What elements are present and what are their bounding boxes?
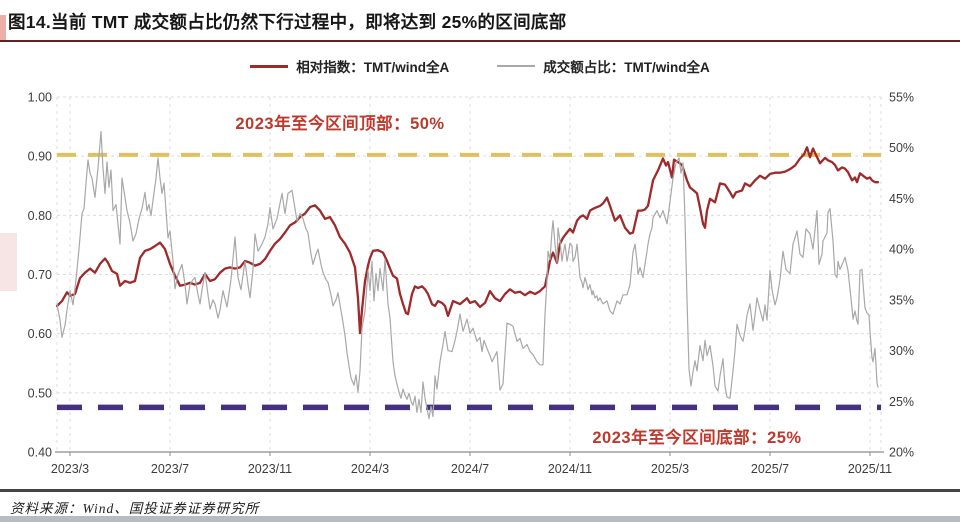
legend-line-swatch-red [250,64,289,68]
page-title: 图14.当前 TMT 成交额占比仍然下行过程中，即将达到 25%的区间底部 [8,12,567,32]
x-axis-tick-label: 2023/11 [248,462,292,476]
legend-line-swatch-gray [497,65,536,67]
watermark-artifact-red [0,15,6,40]
right-axis-tick-label: 35% [889,293,914,307]
right-axis-tick-label: 50% [889,141,914,155]
left-axis-tick-label: 0.40 [28,446,52,460]
x-axis-tick-label: 2024/7 [451,462,489,476]
legend-item-relative-index: 相对指数：TMT/wind全A [250,56,449,76]
right-axis-tick-label: 55% [889,91,914,105]
bottom-edge-strip [0,516,960,522]
legend-item-volume-share: 成交额占比：TMT/wind全A [497,56,710,76]
left-axis-tick-label: 0.90 [28,150,52,164]
right-axis-tick-label: 25% [889,395,914,409]
x-axis-tick-label: 2025/7 [751,462,789,476]
x-axis-tick-label: 2025/3 [651,462,689,476]
series-relative-index-line [55,146,880,335]
right-axis-tick-label: 20% [889,446,914,460]
title-divider [0,40,960,42]
legend-label: 成交额占比：TMT/wind全A [543,60,710,75]
x-axis-tick-label: 2025/11 [848,462,892,476]
watermark-artifact-pink [0,233,17,291]
x-axis-tick-label: 2023/7 [151,462,189,476]
source-note: 资料来源：Wind、国投证券证券研究所 [10,501,260,516]
annotation-range-top: 2023年至今区间顶部：50% [235,115,445,133]
x-axis-tick-label: 2024/3 [351,462,389,476]
left-axis-tick-label: 0.70 [28,268,52,282]
left-axis-tick-label: 1.00 [28,91,52,105]
left-axis-tick-label: 0.60 [28,327,52,341]
x-axis-tick-label: 2023/3 [51,462,89,476]
right-axis-tick-label: 45% [889,192,914,206]
left-axis-tick-label: 0.80 [28,209,52,223]
source-divider [0,489,960,492]
series-volume-share-line [56,130,879,420]
left-axis-tick-label: 0.50 [28,386,52,400]
x-axis-tick-label: 2024/11 [548,462,592,476]
right-axis-tick-label: 30% [889,344,914,358]
chart-legend: 相对指数：TMT/wind全A 成交额占比：TMT/wind全A [0,56,960,76]
right-axis-tick-label: 40% [889,243,914,257]
legend-label: 相对指数：TMT/wind全A [296,60,450,75]
annotation-range-bottom: 2023年至今区间底部：25% [592,429,802,447]
